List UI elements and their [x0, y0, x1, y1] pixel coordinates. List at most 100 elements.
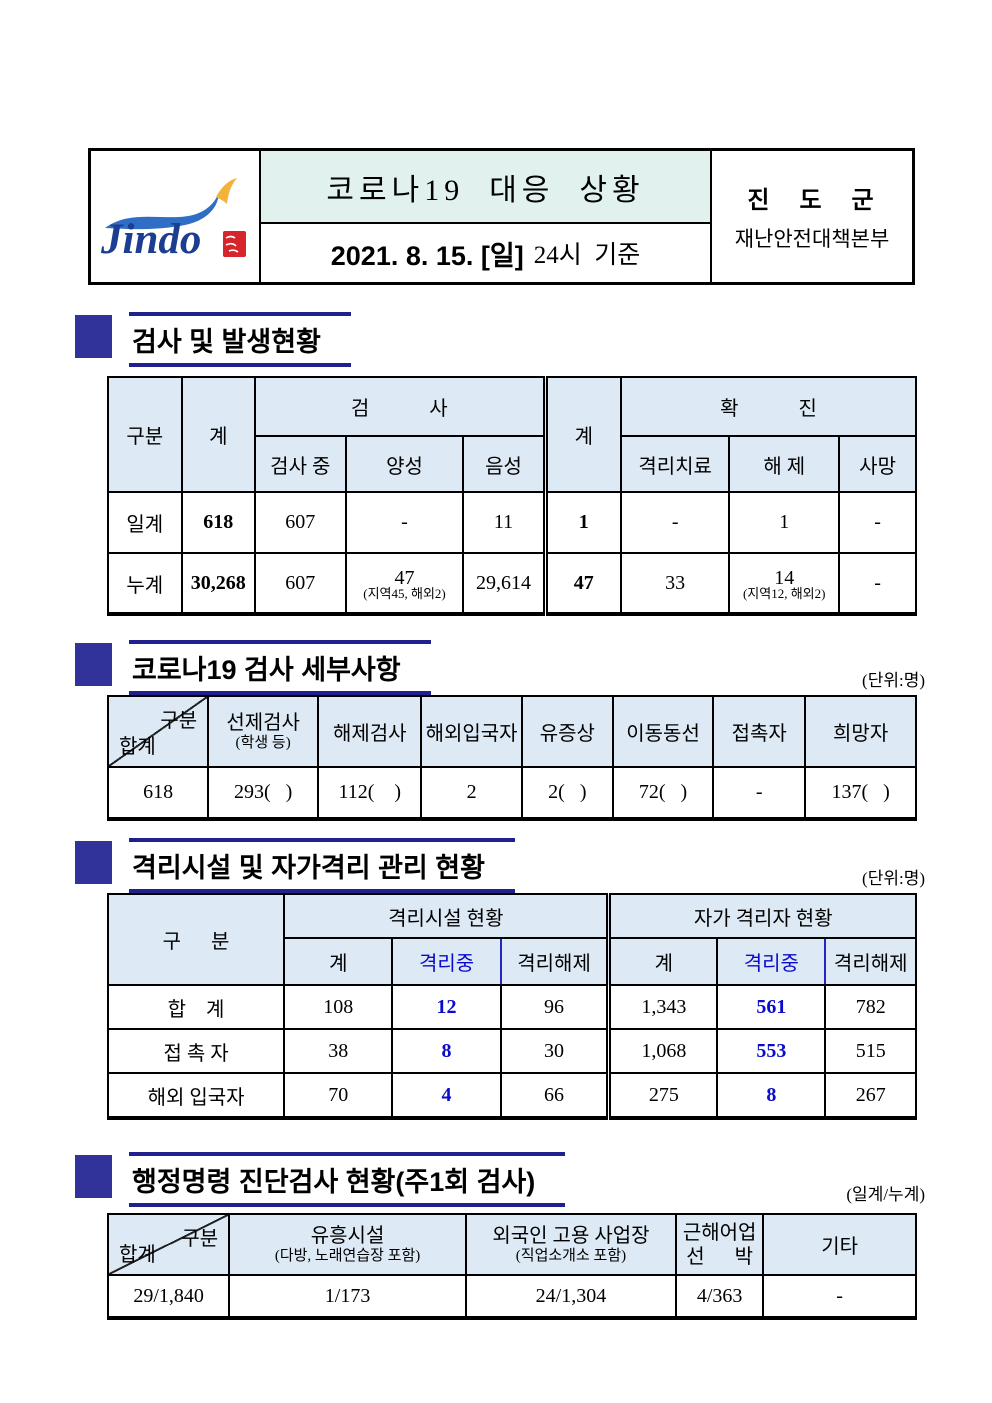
t3-col-gubun: 구 분 [106, 893, 286, 986]
t1-col-death: 사망 [838, 435, 917, 493]
quarantine-table: 구 분 격리시설 현황 자가 격리자 현황 계 격리중 격리해제 계 격리중 격… [106, 893, 918, 1120]
t1-group-test: 검 사 [254, 376, 547, 437]
t4-val-total: 29/1,840 [106, 1274, 231, 1319]
t3-overseas-f-total: 70 [283, 1072, 394, 1119]
t3-overseas-f-inq: 4 [391, 1072, 502, 1119]
t3-overseas-s-rel: 267 [824, 1072, 917, 1119]
logo-cell: Jindo [91, 151, 261, 282]
t1-daily-release: 1 [728, 491, 841, 554]
t2-data-row: 618 293( ) 112( ) 2 2( ) 72( ) - 137( ) [106, 766, 917, 820]
t3-contact-f-total: 38 [283, 1028, 394, 1074]
t4-val-etc: - [762, 1274, 917, 1319]
t2-val-preemptive: 293( ) [207, 766, 320, 820]
section1-heading: 검사 및 발생현황 [75, 312, 351, 367]
section3-title: 격리시설 및 자가격리 관리 현황 [132, 853, 485, 883]
t1-daily-label: 일계 [107, 491, 183, 554]
t3-overseas-f-rel: 66 [499, 1072, 610, 1119]
t3-row-overseas: 해외 입국자 70 4 66 275 8 267 [106, 1072, 917, 1119]
t1-col-negative: 음성 [462, 435, 547, 493]
t2-col-symptomatic: 유증상 [520, 695, 614, 768]
t4-val-entertainment: 1/173 [228, 1274, 467, 1319]
t1-cum-release-value: 14 [774, 566, 795, 589]
t1-cum-release: 14 (지역12, 해외2) [728, 552, 841, 615]
t2-diag-gubun: 구분 [160, 710, 198, 732]
t1-daily-positive: - [344, 491, 465, 554]
t2-val-total: 618 [106, 766, 210, 820]
t1-cum-negative: 29,614 [462, 552, 547, 615]
t3-overseas-s-inq: 8 [716, 1072, 827, 1119]
section2-heading: 코로나19 검사 세부사항 [75, 640, 431, 695]
logo-seal-script [225, 235, 239, 253]
t1-row-cumulative: 누계 30,268 607 47 (지역45, 해외2) 29,614 47 3… [107, 552, 917, 615]
t1-cum-positive-value: 47 [394, 566, 415, 589]
t1-daily-treat: - [620, 491, 731, 554]
jindo-logo: Jindo [100, 177, 246, 263]
t1-col-positive: 양성 [344, 435, 465, 493]
t3-row-total: 합 계 108 12 96 1,343 561 782 [106, 984, 917, 1030]
t4-diag-total: 합계 [119, 1244, 156, 1266]
t3-contact-f-inq: 8 [391, 1028, 502, 1074]
t3-overseas-label: 해외 입국자 [106, 1072, 286, 1119]
section2-title: 코로나19 검사 세부사항 [132, 655, 401, 685]
t1-cum-treat: 33 [620, 552, 731, 615]
t3-total-f-rel: 96 [499, 984, 610, 1030]
test-occurrence-table: 구분 계 검 사 계 확 진 검사 중 양성 음성 격리치료 해 제 사망 일계… [107, 376, 917, 616]
report-date-suffix: 24시 기준 [533, 242, 641, 269]
section4-unit-label: (일계/누계) [846, 1185, 925, 1204]
t3-total-f-total: 108 [283, 984, 394, 1030]
report-date: 2021. 8. 15. [일] [330, 240, 524, 271]
t3-facility-total: 계 [283, 937, 394, 986]
t2-val-route: 72( ) [611, 766, 715, 820]
t3-group-self: 자가 격리자 현황 [606, 893, 918, 939]
logo-wave-icon [105, 192, 219, 229]
t3-facility-rel: 격리해제 [499, 937, 610, 986]
t2-col-preemptive: 선제검사 (학생 등) [207, 695, 320, 768]
t1-cum-positive: 47 (지역45, 해외2) [344, 552, 465, 615]
section2-unit-label: (단위:명) [862, 671, 925, 690]
t4-val-fishing-vessel: 4/363 [674, 1274, 765, 1319]
t3-total-label: 합 계 [106, 984, 286, 1030]
t4-diag-gubun: 구분 [181, 1228, 219, 1250]
t4-val-foreign-workplace: 24/1,304 [464, 1274, 678, 1319]
t1-daily-testing: 607 [254, 491, 347, 554]
admin-order-table: 구분 합계 유흥시설 (다방, 노래연습장 포함) 외국인 고용 사업장 (직업… [106, 1213, 917, 1320]
t4-col-entertainment: 유흥시설 (다방, 노래연습장 포함) [228, 1213, 467, 1276]
report-date-row: 2021. 8. 15. [일] 24시 기준 [261, 224, 710, 282]
logo-text: Jindo [100, 216, 201, 263]
t3-contact-s-inq: 553 [716, 1028, 827, 1074]
t2-col-voluntary: 희망자 [804, 695, 917, 768]
t2-val-contact: - [712, 766, 807, 820]
t1-col-treat: 격리치료 [620, 435, 731, 493]
t3-contact-s-total: 1,068 [606, 1028, 719, 1074]
t2-val-symptomatic: 2( ) [520, 766, 614, 820]
t1-row-daily: 일계 618 607 - 11 1 - 1 - [107, 491, 917, 554]
t3-total-s-total: 1,343 [606, 984, 719, 1030]
section-bullet-icon [75, 643, 112, 686]
section1-title: 검사 및 발생현황 [132, 327, 321, 357]
t4-col-fishing-vessel: 근해어업 선 박 [674, 1213, 765, 1276]
t4-col-foreign-workplace: 외국인 고용 사업장 (직업소개소 포함) [464, 1213, 678, 1276]
t2-col-release-test: 해제검사 [317, 695, 423, 768]
t3-facility-inq: 격리중 [391, 937, 502, 986]
t2-diag-total: 합계 [119, 736, 156, 758]
t1-daily-total: 618 [180, 491, 257, 554]
logo-flame-icon [216, 177, 237, 204]
t1-cum-death: - [838, 552, 917, 615]
t1-cum-label: 누계 [107, 552, 183, 615]
t3-group-facility: 격리시설 현황 [283, 893, 610, 939]
t1-cum-positive-note: (지역45, 해외2) [363, 585, 446, 601]
t2-val-voluntary: 137( ) [804, 766, 917, 820]
t4-col-etc: 기타 [762, 1213, 917, 1276]
t1-col-total: 계 [180, 376, 257, 493]
t1-daily-negative: 11 [462, 491, 547, 554]
t4-diag-header: 구분 합계 [106, 1213, 231, 1276]
org-cell: 진 도 군 재난안전대책본부 [710, 151, 912, 282]
t2-col-route: 이동동선 [611, 695, 715, 768]
section-bullet-icon [75, 1155, 112, 1198]
t2-val-overseas: 2 [420, 766, 523, 820]
t3-self-inq: 격리중 [716, 937, 827, 986]
section-bullet-icon [75, 841, 112, 884]
section3-heading: 격리시설 및 자가격리 관리 현황 [75, 838, 515, 893]
t3-overseas-s-total: 275 [606, 1072, 719, 1119]
